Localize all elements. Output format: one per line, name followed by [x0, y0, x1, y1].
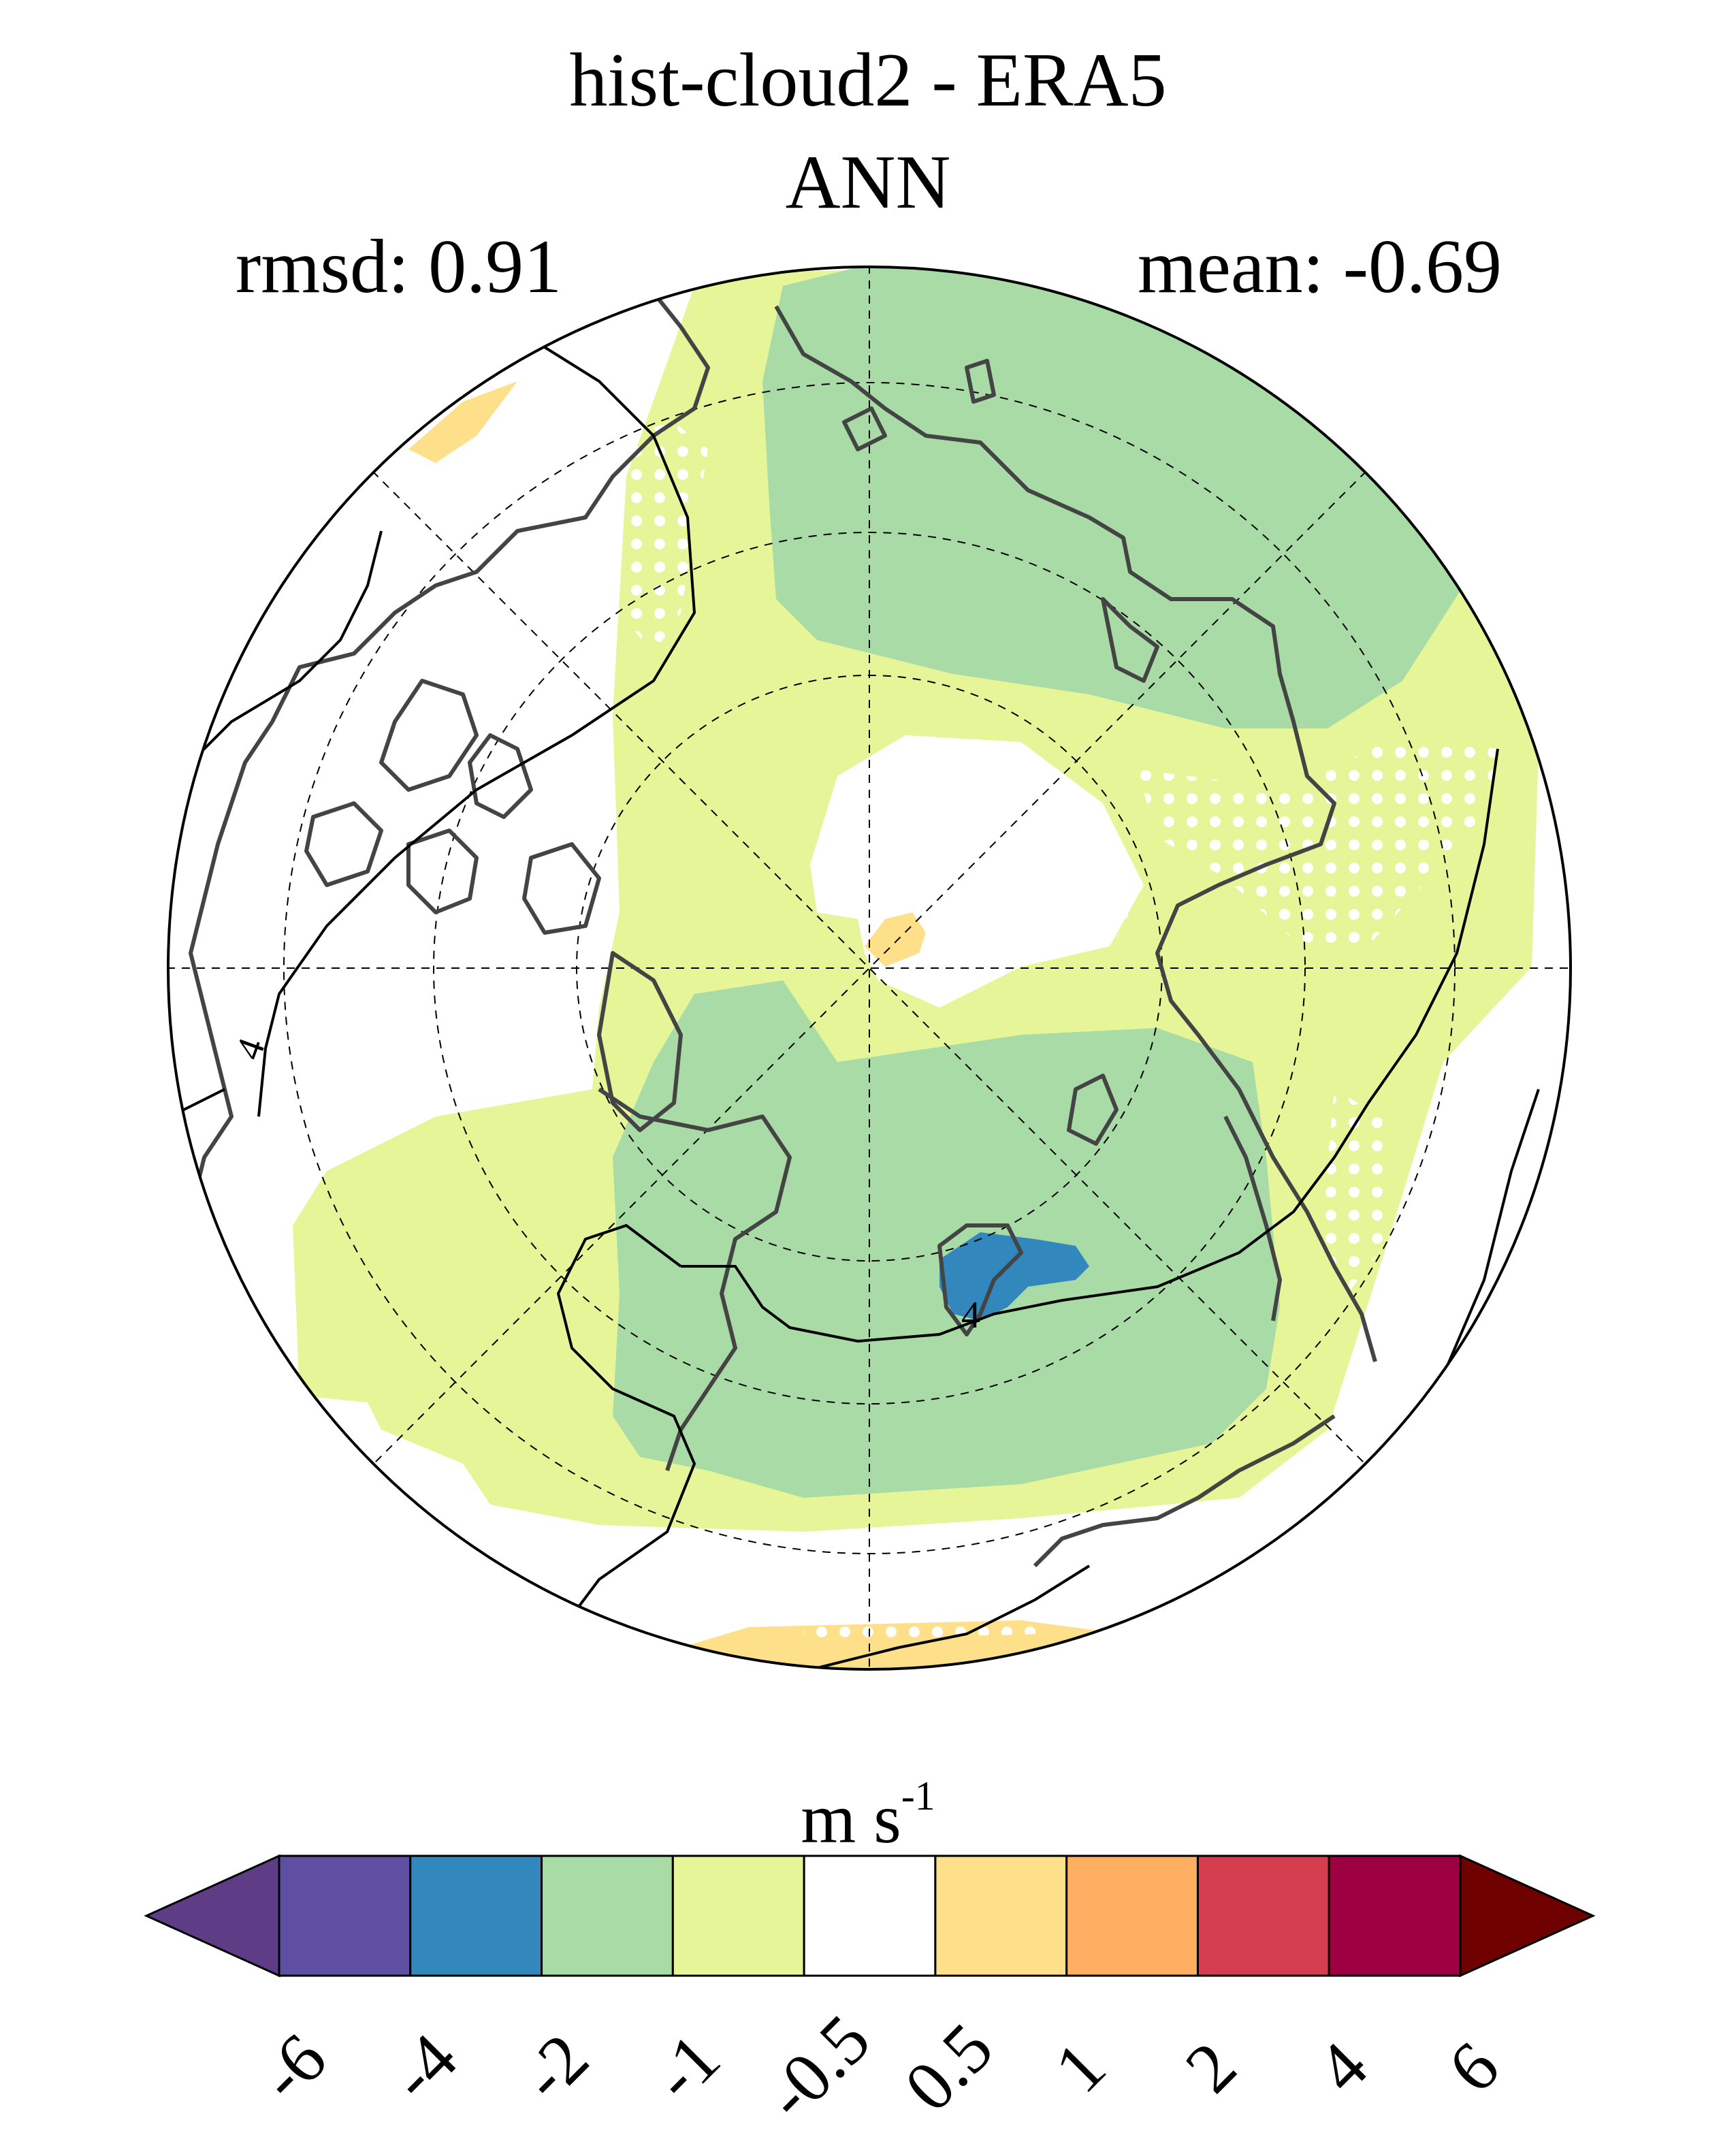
colorbar-tick-label: -0.5 — [750, 2000, 885, 2135]
stippling-east — [1321, 1089, 1389, 1294]
mean-label: mean: -0.69 — [1138, 225, 1502, 309]
colorbar-bin-3 — [671, 1855, 805, 1977]
polar-map: 4 4 — [167, 266, 1572, 1671]
stippling-bottom — [803, 1607, 1042, 1641]
colorbar-tick-label: -1 — [637, 2019, 735, 2116]
field-positive-top-left — [408, 381, 517, 463]
colorbar-tick-label: 4 — [1302, 2027, 1383, 2108]
colorbar-bin-2 — [541, 1855, 674, 1977]
season-label: ANN — [785, 140, 951, 225]
coastlines — [189, 291, 1377, 1568]
colorbar-bin-6 — [1065, 1855, 1199, 1977]
rmsd-label: rmsd: 0.91 — [236, 225, 562, 309]
colorbar-tick-label: -4 — [374, 2019, 472, 2116]
colorbar-bin-0 — [278, 1855, 412, 1977]
stippling-north-america — [620, 422, 708, 654]
colorbar-tick-label: 6 — [1433, 2027, 1514, 2108]
colorbar-tick-label: -6 — [244, 2019, 341, 2116]
colorbar-tick-label: 0.5 — [889, 2008, 1008, 2127]
map-boundary — [167, 266, 1572, 1671]
units-base: m s — [801, 1780, 901, 1858]
colorbar-bin-7 — [1196, 1855, 1330, 1977]
graticule — [168, 267, 1571, 1669]
field-positive-pole — [865, 912, 926, 967]
field-blue-patch — [939, 1232, 1089, 1321]
units-label: m s-1 — [0, 1776, 1736, 1855]
colorbar-bin-4 — [803, 1855, 937, 1977]
contour-label-svalbard: 4 — [961, 1294, 980, 1336]
colorbar-bin-8 — [1328, 1855, 1462, 1977]
colorbar-under-triangle — [144, 1854, 280, 1978]
colorbar-bin-5 — [934, 1855, 1068, 1977]
colorbar-bin-1 — [409, 1855, 543, 1977]
colorbar-tick-label: 1 — [1040, 2027, 1121, 2108]
colorbar-over-triangle — [1459, 1854, 1596, 1978]
stippling-pole — [837, 735, 1144, 940]
colorbar-tick-label: -2 — [506, 2019, 604, 2116]
plot-title: hist-cloud2 - ERA5 — [569, 38, 1167, 123]
colorbar-tick-label: 2 — [1171, 2027, 1252, 2108]
units-exponent: -1 — [901, 1773, 935, 1818]
